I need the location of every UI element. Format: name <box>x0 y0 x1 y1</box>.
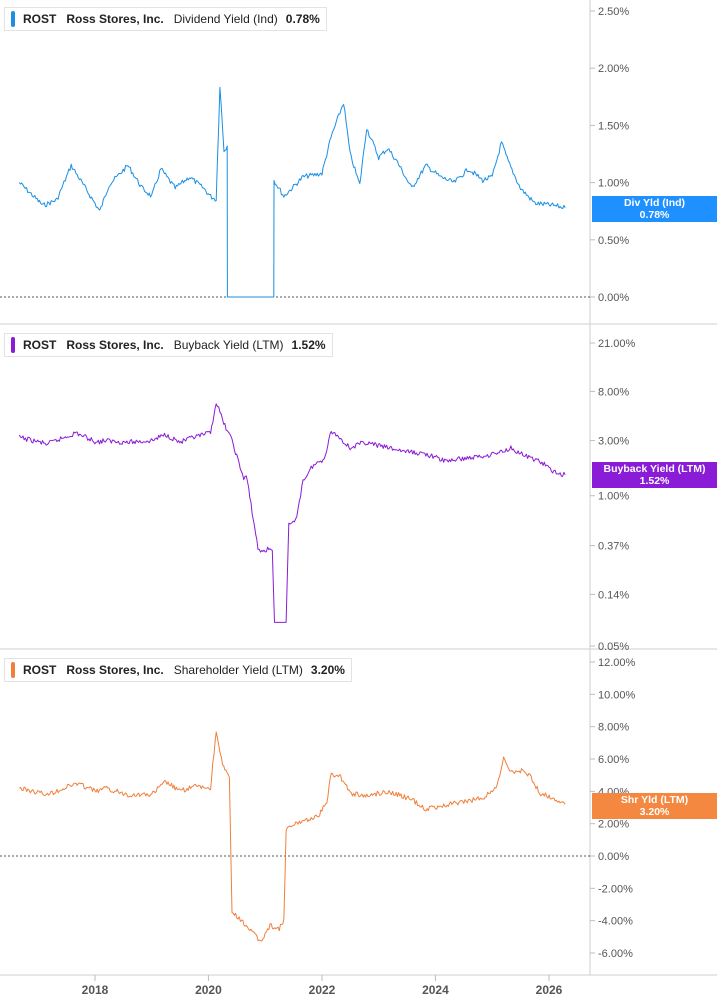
series-line <box>18 403 566 623</box>
legend-ticker: ROST <box>23 12 57 26</box>
tag-label: Buyback Yield (LTM) <box>603 463 706 475</box>
series-color-swatch <box>11 662 15 678</box>
series-color-swatch <box>11 337 15 353</box>
last-value-tag-shareholder: Shr Yld (LTM) 3.20% <box>592 793 717 819</box>
y-tick-label: 10.00% <box>598 689 636 701</box>
legend-value: 0.78% <box>285 12 320 26</box>
y-tick-label: 3.00% <box>598 436 629 448</box>
y-tick-label: 8.00% <box>598 386 629 398</box>
legend-company: Ross Stores, Inc. <box>66 12 164 26</box>
legend-ticker: ROST <box>23 663 57 677</box>
y-tick-label: 2.50% <box>598 6 629 18</box>
y-tick-label: 1.00% <box>598 491 629 503</box>
y-tick-label: 2.00% <box>598 819 629 831</box>
tag-value: 3.20% <box>639 806 670 818</box>
legend-shareholder-yield: ROST Ross Stores, Inc. Shareholder Yield… <box>4 658 352 682</box>
tag-label: Div Yld (Ind) <box>623 197 686 209</box>
legend-metric: Dividend Yield (Ind) <box>173 12 278 26</box>
legend-metric: Buyback Yield (LTM) <box>173 338 284 352</box>
tag-value: 1.52% <box>639 475 670 487</box>
legend-ticker: ROST <box>23 338 57 352</box>
legend-buyback-yield: ROST Ross Stores, Inc. Buyback Yield (LT… <box>4 333 333 357</box>
legend-value: 3.20% <box>310 663 345 677</box>
last-value-tag-dividend: Div Yld (Ind) 0.78% <box>592 196 717 222</box>
x-tick-label: 2020 <box>195 983 222 997</box>
legend-dividend-yield: ROST Ross Stores, Inc. Dividend Yield (I… <box>4 7 327 31</box>
y-tick-label: 8.00% <box>598 722 629 734</box>
y-tick-label: -2.00% <box>598 883 633 895</box>
y-tick-label: 0.00% <box>598 292 629 304</box>
x-tick-label: 2022 <box>309 983 336 997</box>
series-color-swatch <box>11 11 15 27</box>
y-tick-label: 1.50% <box>598 120 629 132</box>
y-tick-label: 21.00% <box>598 338 636 350</box>
tag-value: 0.78% <box>639 209 670 221</box>
y-tick-label: 0.14% <box>598 589 629 601</box>
x-tick-label: 2018 <box>82 983 109 997</box>
legend-company: Ross Stores, Inc. <box>66 663 164 677</box>
y-tick-label: 0.00% <box>598 851 629 863</box>
last-value-tag-buyback: Buyback Yield (LTM) 1.52% <box>592 462 717 488</box>
y-tick-label: -6.00% <box>598 948 633 960</box>
x-tick-label: 2024 <box>422 983 449 997</box>
y-tick-label: 0.05% <box>598 641 629 653</box>
tag-label: Shr Yld (LTM) <box>620 794 689 806</box>
y-tick-label: 6.00% <box>598 754 629 766</box>
series-line <box>18 86 566 298</box>
y-tick-label: 0.50% <box>598 235 629 247</box>
y-tick-label: 12.00% <box>598 657 636 669</box>
y-tick-label: -4.00% <box>598 916 633 928</box>
y-tick-label: 2.00% <box>598 63 629 75</box>
legend-company: Ross Stores, Inc. <box>66 338 164 352</box>
x-tick-label: 2026 <box>536 983 563 997</box>
legend-metric: Shareholder Yield (LTM) <box>173 663 303 677</box>
legend-value: 1.52% <box>291 338 326 352</box>
y-tick-label: 1.00% <box>598 178 629 190</box>
series-line <box>19 731 566 942</box>
y-tick-label: 0.37% <box>598 541 629 553</box>
